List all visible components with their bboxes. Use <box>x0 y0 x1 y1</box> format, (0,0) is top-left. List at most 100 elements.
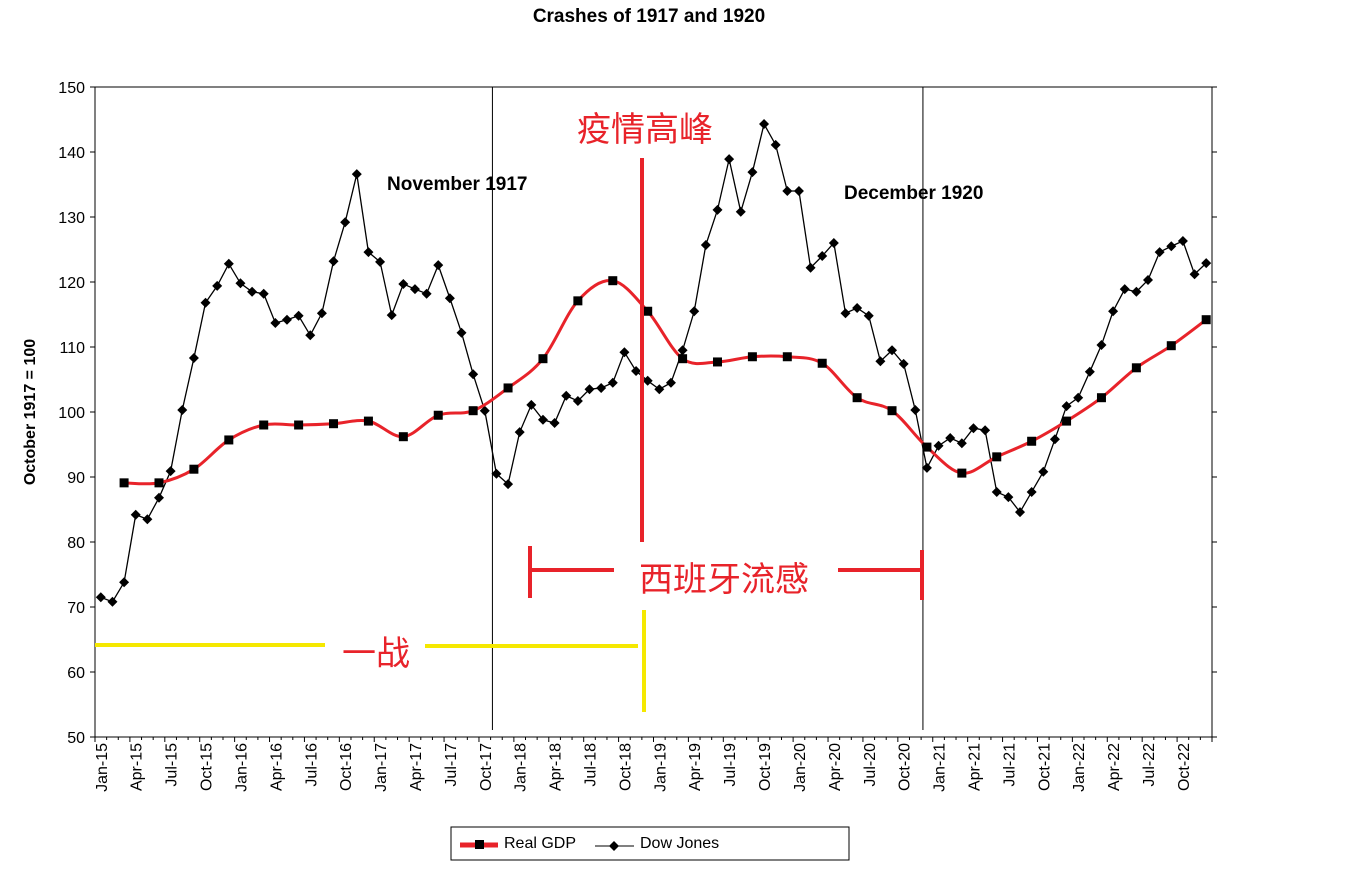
x-tick-label: Oct-19 <box>757 743 774 791</box>
dow-jones-point <box>328 256 339 267</box>
dow-jones-point <box>281 314 292 325</box>
real-gdp-point <box>224 435 234 445</box>
x-tick-label: Jan-20 <box>792 743 809 792</box>
x-tick-label: Apr-17 <box>408 743 425 791</box>
x-tick-label: Oct-22 <box>1176 743 1193 791</box>
x-tick-label: Jan-16 <box>233 743 250 792</box>
x-tick-label: Jul-18 <box>583 743 600 787</box>
real-gdp-point <box>1027 436 1037 446</box>
y-tick-label: 90 <box>67 470 85 487</box>
dow-jones-point <box>444 293 455 304</box>
dow-jones-point <box>875 356 886 367</box>
x-tick-label: Jul-20 <box>862 743 879 787</box>
x-tick-label: Oct-18 <box>617 743 634 791</box>
y-tick-label: 150 <box>58 80 85 97</box>
real-gdp-point <box>852 393 862 403</box>
x-tick-label: Jan-18 <box>513 743 530 792</box>
x-tick-label: Oct-20 <box>897 743 914 791</box>
dow-jones-point <box>910 405 921 416</box>
dow-jones-point <box>747 167 758 178</box>
real-gdp-point <box>957 468 967 478</box>
y-tick-label: 60 <box>67 665 85 682</box>
y-tick-label: 100 <box>58 405 85 422</box>
dow-jones-point <box>793 186 804 196</box>
dow-jones-point <box>351 169 362 180</box>
x-tick-label: Jul-16 <box>303 743 320 787</box>
y-tick-label: 140 <box>58 145 85 162</box>
dow-jones-point <box>887 345 898 356</box>
dow-jones-point <box>945 433 956 443</box>
dow-jones-point <box>712 204 723 215</box>
dow-jones-point <box>1015 507 1026 518</box>
dow-jones-point <box>561 390 572 401</box>
dow-jones-point <box>293 310 304 321</box>
dow-jones-point <box>537 414 548 425</box>
dow-jones-point <box>549 418 560 429</box>
real-gdp-point <box>573 296 583 306</box>
dow-jones-point <box>200 297 211 308</box>
dow-jones-point <box>421 288 432 299</box>
x-tick-label: Apr-15 <box>129 743 146 791</box>
real-gdp-point <box>154 478 164 488</box>
real-gdp-point <box>538 354 548 364</box>
dow-jones-point <box>1061 401 1072 412</box>
dow-jones-point <box>968 423 979 434</box>
dow-jones-point <box>724 154 735 165</box>
real-gdp-line <box>124 279 1208 486</box>
dow-jones-point <box>514 427 525 438</box>
legend-dow-marker <box>609 841 619 851</box>
dow-jones-point <box>409 284 420 295</box>
real-gdp-point <box>643 306 653 316</box>
dow-jones-point <box>921 462 932 473</box>
dow-jones-point <box>689 306 700 317</box>
dow-jones-point <box>654 384 665 395</box>
dow-jones-point <box>1073 392 1084 403</box>
dow-jones-point <box>375 256 386 267</box>
x-tick-label: Jul-22 <box>1141 743 1158 787</box>
dow-jones-point <box>700 239 711 250</box>
dow-jones-point <box>119 577 130 588</box>
y-tick-label: 110 <box>59 340 85 357</box>
dow-jones-point <box>177 405 188 416</box>
dow-jones-point <box>596 382 607 393</box>
dow-jones-point <box>503 479 514 490</box>
annotations: November 1917 December 1920 <box>387 87 983 730</box>
dow-jones-point <box>759 119 770 130</box>
dow-jones-point <box>677 345 688 356</box>
dow-jones-point <box>933 440 944 451</box>
dow-jones-point <box>479 405 490 416</box>
real-gdp-point <box>992 452 1002 462</box>
legend-gdp-marker <box>475 840 484 849</box>
x-tick-label: Jul-21 <box>1001 743 1018 787</box>
dow-jones-point <box>840 308 851 319</box>
x-tick-label: Jul-15 <box>164 743 181 787</box>
real-gdp-point <box>433 410 443 420</box>
dow-jones-point <box>631 366 642 377</box>
peak-label: 疫情高峰 <box>577 111 713 149</box>
dow-jones-point <box>153 492 164 503</box>
x-tick-label: Jan-17 <box>373 743 390 792</box>
x-tick-label: Oct-21 <box>1036 743 1053 791</box>
dow-jones-point <box>607 377 618 388</box>
real-gdp-point <box>363 416 373 426</box>
real-gdp-point <box>1096 393 1106 403</box>
real-gdp-point <box>782 352 792 362</box>
dow-jones-point <box>386 310 397 321</box>
dow-jones-point <box>770 139 781 150</box>
dow-jones-point <box>456 327 467 338</box>
dow-jones-point <box>1131 286 1142 297</box>
real-gdp-point <box>189 464 199 474</box>
dow-jones-point <box>584 384 595 395</box>
dow-jones-point <box>1177 236 1188 247</box>
dow-jones-point <box>130 509 141 520</box>
x-axis: Jan-15 Apr-15 Jul-15 Oct-15 Jan-16 Apr-16 Jul-… <box>94 737 1213 792</box>
dow-jones-point <box>1096 340 1107 351</box>
x-tick-label: Apr-18 <box>548 743 565 791</box>
dow-jones-point <box>956 438 967 449</box>
dow-jones-point <box>852 303 863 313</box>
dow-jones-point <box>1166 241 1177 252</box>
x-tick-label: Oct-16 <box>338 743 355 791</box>
chinese-annotations: 疫情高峰 西班牙流感 一战 <box>95 111 924 712</box>
flu-label: 西班牙流感 <box>639 561 809 599</box>
y-axis-label: October 1917 = 100 <box>22 339 39 485</box>
